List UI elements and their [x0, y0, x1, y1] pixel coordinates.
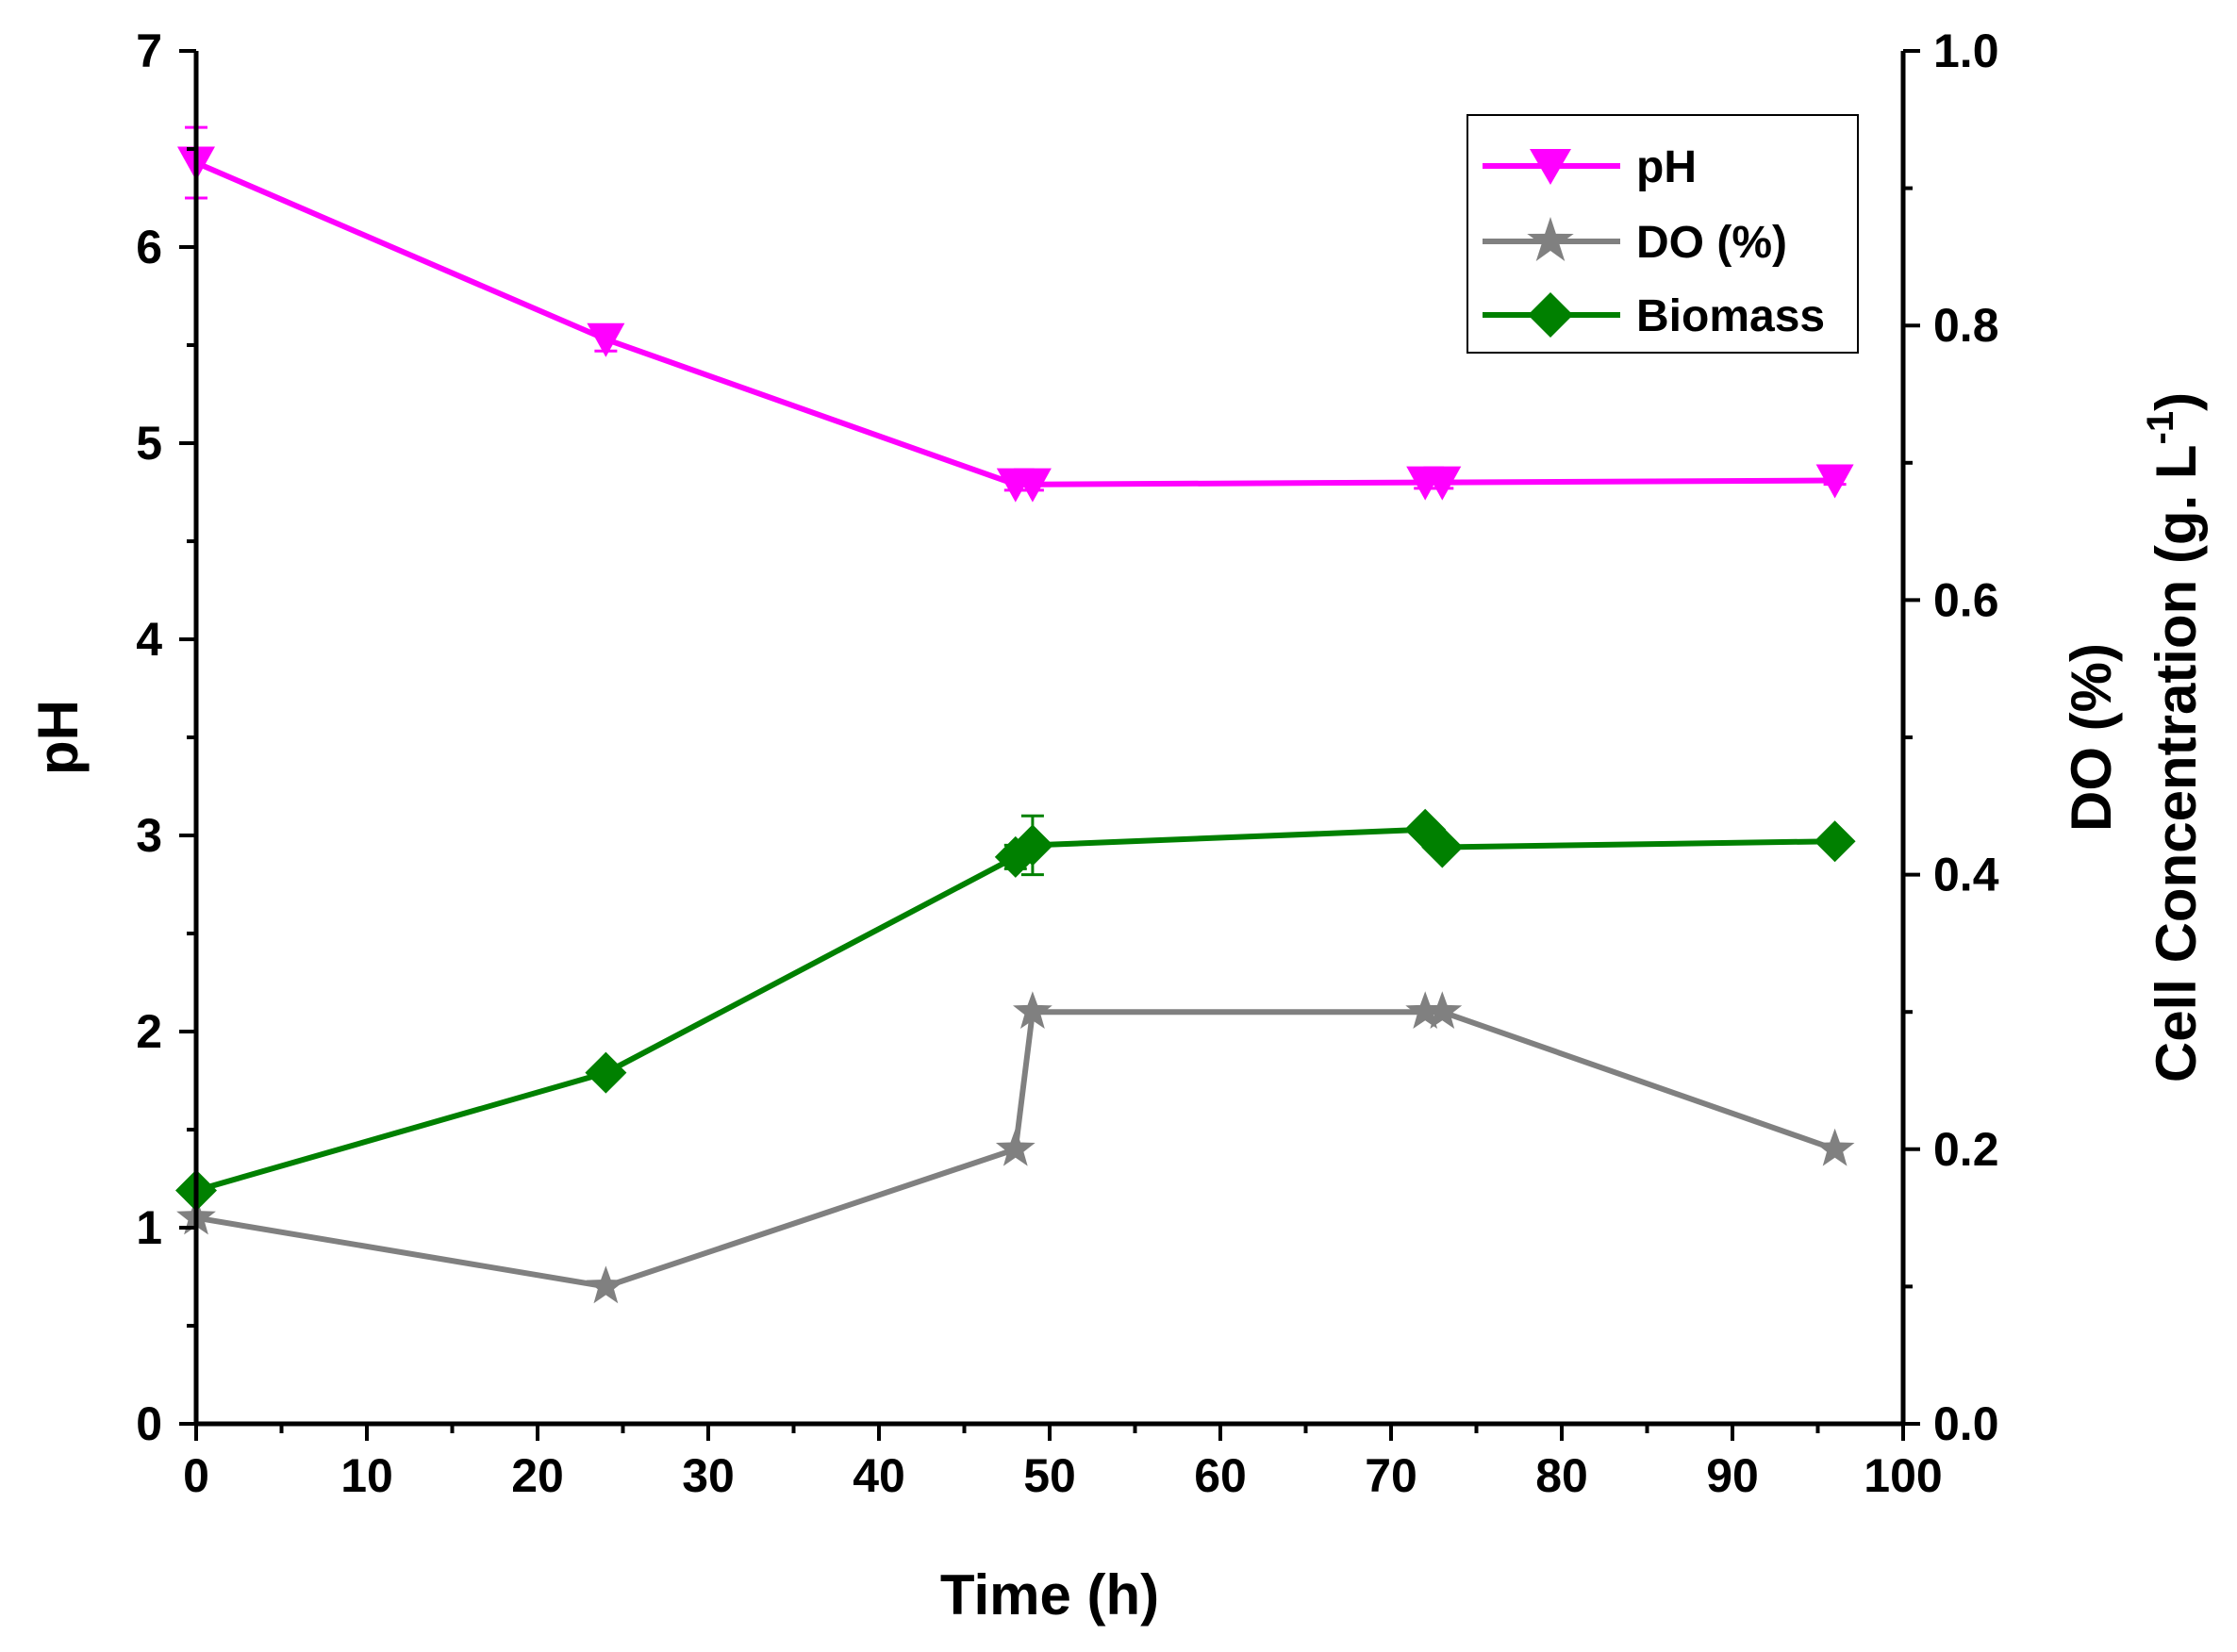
data-point-ph	[1423, 466, 1462, 501]
right-y-tick-label: 0.4	[1933, 849, 1999, 901]
x-tick-label: 0	[183, 1449, 209, 1502]
left-y-tick-label: 2	[136, 1005, 162, 1058]
legend: pH DO (%) Biomass	[1466, 114, 1859, 354]
x-axis-title: Time (h)	[940, 1563, 1159, 1627]
left-y-tick-label: 4	[136, 613, 162, 666]
x-tick-label: 100	[1864, 1449, 1942, 1502]
legend-label-biomass: Biomass	[1636, 291, 1825, 341]
axes: 0 10 20 30 40 50 60 70 80 90 100 0 1 2 3 4 5 6 7 0.0 0.2 0.4 0…	[136, 25, 1999, 1502]
x-tick-label: 10	[340, 1449, 393, 1502]
data-point-do	[1422, 991, 1463, 1029]
data-point-do	[1814, 1128, 1855, 1166]
legend-item-ph: pH	[1483, 142, 1697, 192]
x-tick-label: 90	[1706, 1449, 1759, 1502]
legend-marker-do	[1527, 217, 1574, 261]
right-y-tick-label: 1.0	[1933, 25, 1999, 77]
cell-concentration-label: Cell Concentration (g. L	[2145, 444, 2208, 1082]
left-y-tick-label: 6	[136, 221, 162, 273]
left-y-axis-title: pH	[26, 700, 90, 775]
x-tick-label: 40	[853, 1449, 905, 1502]
x-tick-label: 70	[1365, 1449, 1417, 1502]
legend-marker-ph	[1530, 149, 1571, 185]
legend-label-ph: pH	[1636, 142, 1697, 192]
right-y-tick-label: 0.6	[1933, 573, 1999, 626]
right-y-axis-title-do: DO (%)	[2060, 643, 2123, 832]
x-tick-label: 80	[1535, 1449, 1588, 1502]
x-tick-label: 20	[511, 1449, 564, 1502]
data-point-do	[995, 1128, 1036, 1166]
data-point-biomass	[585, 1051, 627, 1094]
data-point-biomass	[1814, 820, 1856, 863]
left-y-tick-label: 1	[136, 1201, 162, 1254]
data-point-biomass	[1011, 824, 1053, 867]
cell-concentration-close: )	[2145, 392, 2208, 411]
right-y-axis-title-cell: Cell Concentration (g. L-1)	[2140, 392, 2208, 1082]
right-y-tick-label: 0.0	[1933, 1397, 1999, 1450]
data-point-biomass	[1421, 826, 1464, 868]
x-tick-label: 50	[1023, 1449, 1076, 1502]
legend-label-do: DO (%)	[1636, 218, 1787, 268]
left-y-tick-label: 5	[136, 417, 162, 470]
cell-concentration-exponent: -1	[2140, 411, 2181, 445]
ticks: 0 10 20 30 40 50 60 70 80 90 100 0 1 2 3 4 5 6 7 0.0 0.2 0.4 0…	[136, 25, 1999, 1502]
data-point-ph	[1013, 468, 1052, 503]
legend-item-biomass: Biomass	[1483, 291, 1825, 341]
left-y-tick-label: 0	[136, 1397, 162, 1450]
right-y-tick-label: 0.8	[1933, 299, 1999, 352]
data-point-do	[1013, 991, 1052, 1029]
legend-marker-biomass	[1528, 292, 1573, 338]
right-y-tick-label: 0.2	[1933, 1123, 1999, 1176]
legend-item-do: DO (%)	[1483, 217, 1787, 268]
left-y-tick-label: 3	[136, 809, 162, 862]
left-y-tick-label: 7	[136, 25, 162, 77]
data-point-ph	[587, 322, 625, 357]
data-point-do	[586, 1265, 626, 1304]
data-point-ph	[1815, 464, 1854, 499]
x-tick-label: 60	[1194, 1449, 1247, 1502]
x-tick-label: 30	[682, 1449, 735, 1502]
data-point-do	[1405, 991, 1446, 1029]
